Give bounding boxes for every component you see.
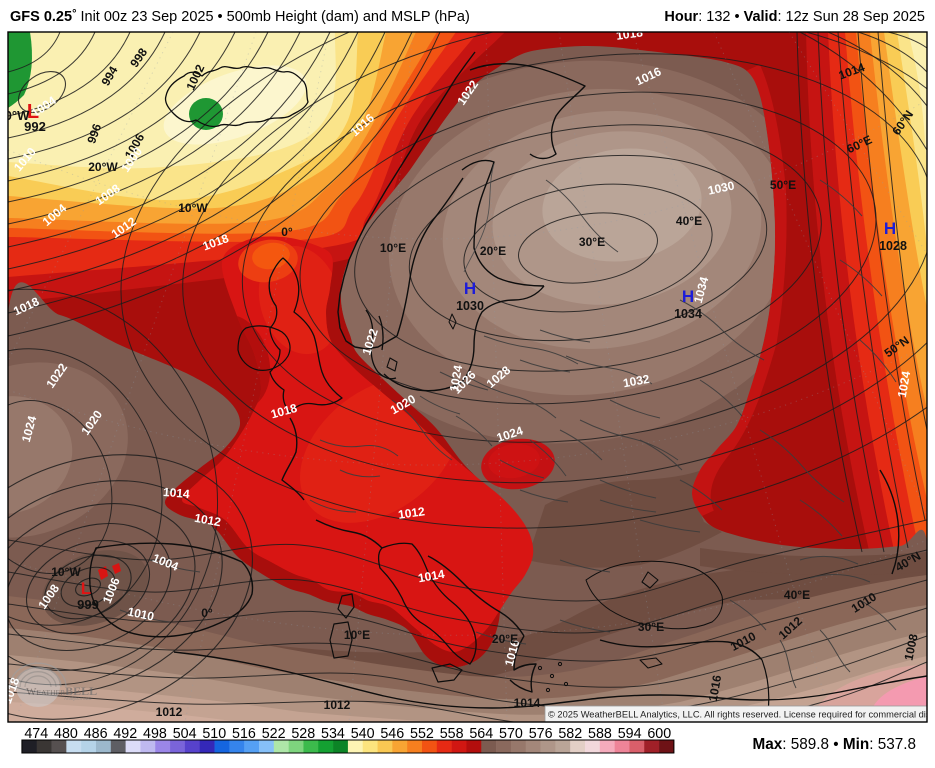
svg-text:1012: 1012 (397, 504, 426, 522)
svg-text:1012: 1012 (193, 511, 222, 529)
svg-text:600: 600 (647, 726, 671, 742)
svg-text:20°E: 20°E (492, 632, 518, 646)
svg-text:1032: 1032 (622, 372, 651, 390)
svg-text:GFS 0.25° Init 00z 23 Sep 2025: GFS 0.25° Init 00z 23 Sep 2025 • 500mb H… (10, 8, 470, 25)
svg-text:30°E: 30°E (579, 235, 605, 249)
svg-text:504: 504 (173, 726, 197, 742)
svg-text:474: 474 (24, 726, 48, 742)
svg-text:570: 570 (499, 726, 523, 742)
svg-text:486: 486 (84, 726, 108, 742)
svg-text:564: 564 (469, 726, 493, 742)
svg-text:© 2025 WeatherBELL Analytics,: © 2025 WeatherBELL Analytics, LLC. All r… (548, 710, 935, 720)
svg-text:H: H (464, 279, 476, 298)
svg-text:992: 992 (24, 119, 46, 134)
svg-text:10°E: 10°E (380, 241, 406, 255)
svg-text:588: 588 (588, 726, 612, 742)
svg-text:1016: 1016 (502, 638, 523, 668)
svg-text:1014: 1014 (417, 567, 446, 585)
svg-text:1018: 1018 (269, 401, 299, 422)
svg-text:WEATHERBELL: WEATHERBELL (26, 684, 97, 698)
svg-text:L: L (27, 101, 39, 123)
svg-text:20°E: 20°E (480, 244, 506, 258)
svg-text:1034: 1034 (674, 307, 702, 321)
svg-text:480: 480 (54, 726, 78, 742)
svg-text:492: 492 (113, 726, 137, 742)
svg-text:1024: 1024 (447, 364, 465, 393)
svg-text:H: H (682, 287, 694, 306)
svg-text:L: L (81, 579, 91, 598)
svg-text:0°: 0° (281, 225, 293, 239)
svg-text:1012: 1012 (156, 705, 183, 719)
svg-text:528: 528 (291, 726, 315, 742)
svg-text:H: H (884, 219, 896, 238)
svg-text:1010: 1010 (126, 604, 155, 623)
svg-text:1008: 1008 (901, 632, 920, 661)
svg-text:1014: 1014 (162, 485, 190, 501)
svg-text:0°: 0° (201, 606, 213, 620)
svg-text:498: 498 (143, 726, 167, 742)
svg-text:1018: 1018 (615, 25, 644, 43)
svg-text:516: 516 (232, 726, 256, 742)
svg-text:1014: 1014 (514, 696, 541, 710)
svg-text:10°W: 10°W (178, 201, 208, 215)
svg-text:594: 594 (618, 726, 642, 742)
svg-text:996: 996 (84, 122, 104, 146)
svg-text:999: 999 (77, 597, 99, 612)
svg-text:546: 546 (380, 726, 404, 742)
svg-text:1024: 1024 (895, 370, 913, 399)
svg-text:50°E: 50°E (770, 178, 796, 192)
svg-text:1030: 1030 (707, 178, 736, 197)
svg-text:20°W: 20°W (88, 160, 118, 174)
svg-text:540: 540 (351, 726, 375, 742)
svg-text:1016: 1016 (706, 674, 724, 703)
svg-text:Hour: 132 • Valid: 12z Sun 28: Hour: 132 • Valid: 12z Sun 28 Sep 2025 (664, 9, 925, 25)
svg-text:582: 582 (558, 726, 582, 742)
svg-text:510: 510 (202, 726, 226, 742)
svg-text:40°E: 40°E (784, 588, 810, 602)
svg-text:1034: 1034 (691, 275, 712, 305)
svg-text:0°W: 0°W (5, 108, 30, 123)
svg-text:558: 558 (440, 726, 464, 742)
svg-text:Analytics LLC: Analytics LLC (64, 696, 92, 701)
svg-text:1030: 1030 (456, 299, 484, 313)
svg-text:522: 522 (262, 726, 286, 742)
svg-text:576: 576 (529, 726, 553, 742)
svg-text:40°E: 40°E (676, 214, 702, 228)
svg-text:30°E: 30°E (638, 620, 664, 634)
svg-text:534: 534 (321, 726, 345, 742)
svg-text:1024: 1024 (19, 414, 40, 444)
svg-text:10°W: 10°W (51, 565, 81, 579)
svg-text:10°E: 10°E (344, 628, 370, 642)
svg-text:Max: 589.8 • Min: 537.8: Max: 589.8 • Min: 537.8 (752, 736, 916, 753)
svg-text:552: 552 (410, 726, 434, 742)
svg-text:1028: 1028 (879, 239, 907, 253)
svg-text:1012: 1012 (324, 698, 351, 712)
